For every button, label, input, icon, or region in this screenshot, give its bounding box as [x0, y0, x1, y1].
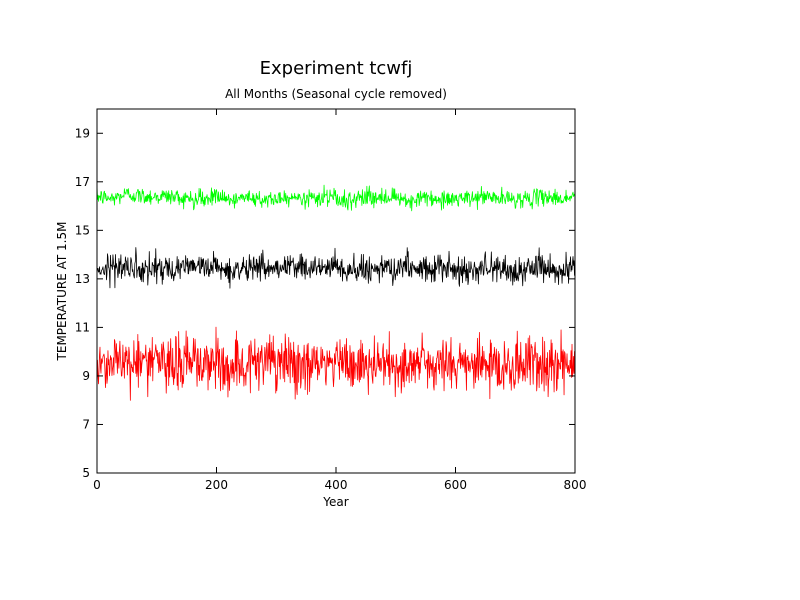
x-tick-label: 600 [444, 478, 467, 492]
y-tick-label: 7 [82, 417, 90, 431]
x-axis-label: Year [322, 495, 348, 509]
x-tick-label: 200 [205, 478, 228, 492]
y-tick-label: 17 [75, 175, 90, 189]
series-line-2 [96, 326, 576, 401]
y-tick-label: 19 [75, 126, 90, 140]
y-axis-label: TEMPERATURE AT 1.5M [55, 222, 69, 362]
chart-title: Experiment tcwfj [260, 58, 413, 79]
series-layer [96, 184, 576, 401]
y-tick-label: 13 [75, 272, 90, 286]
x-tick-label: 800 [564, 478, 587, 492]
series-line-0 [96, 184, 576, 212]
x-tick-label: 0 [93, 478, 101, 492]
chart-subtitle: All Months (Seasonal cycle removed) [225, 87, 447, 101]
y-tick-label: 9 [82, 369, 90, 383]
y-tick-label: 11 [75, 320, 90, 334]
y-tick-label: 15 [75, 223, 90, 237]
ticks-layer: 0 200 400 600 800 5 7 9 11 13 15 17 19 [75, 109, 587, 492]
x-tick-label: 400 [325, 478, 348, 492]
y-tick-label: 5 [82, 466, 90, 480]
series-line-1 [96, 247, 576, 289]
plot-frame [96, 108, 576, 474]
